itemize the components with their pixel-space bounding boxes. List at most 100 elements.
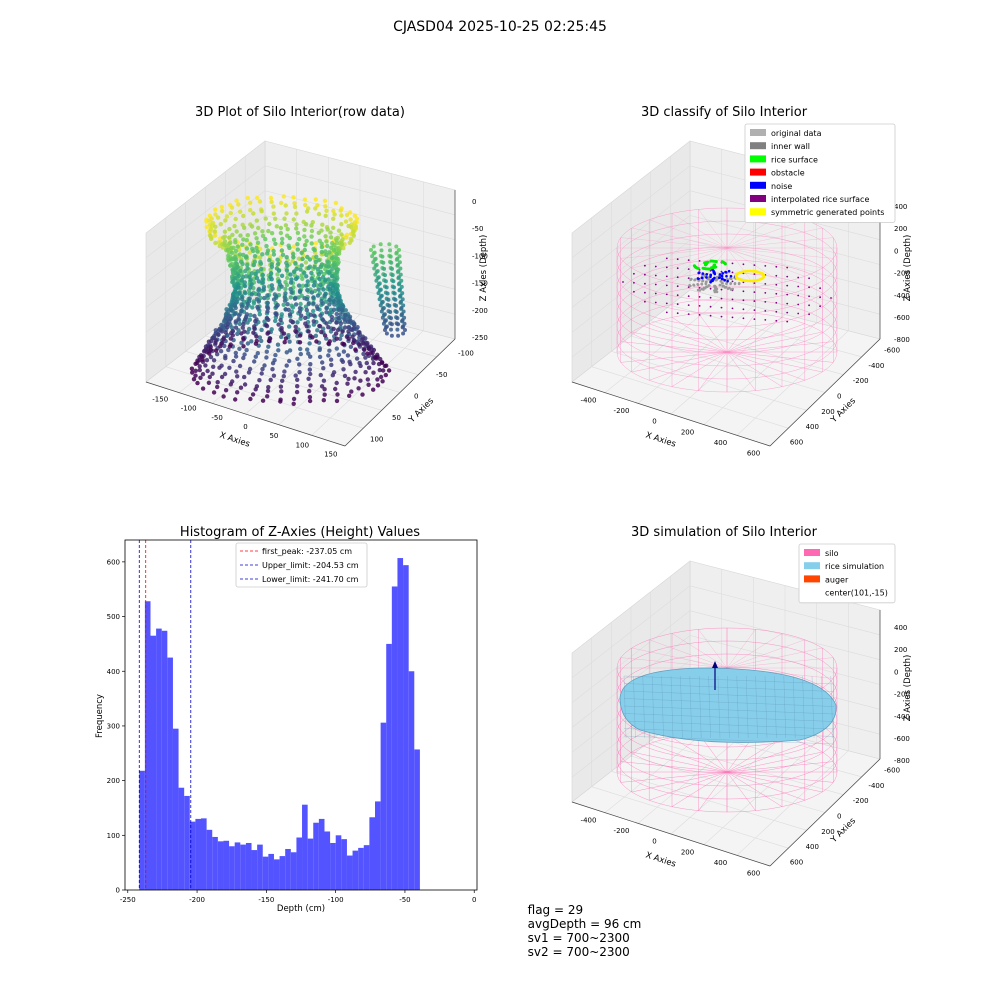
raw-data-point	[244, 238, 249, 243]
raw-data-point	[326, 264, 332, 269]
raw-data-x-tick: -100	[181, 405, 197, 413]
raw-data-point	[329, 362, 334, 368]
raw-data-point	[400, 318, 405, 323]
histogram-bar	[363, 845, 370, 890]
raw-data-point	[281, 374, 286, 379]
raw-data-point	[335, 392, 340, 397]
raw-data-point	[353, 369, 358, 375]
raw-data-point	[331, 326, 336, 332]
raw-data-point	[304, 307, 309, 313]
classify-inner-wall-point	[729, 288, 733, 291]
raw-data-point	[266, 228, 271, 234]
raw-data-point	[248, 396, 253, 402]
raw-data-point	[317, 324, 323, 329]
classify-silo-floor-spoke	[671, 317, 728, 353]
classify-inner-wall-point	[701, 279, 705, 283]
simulation-legend-frame	[798, 543, 896, 604]
simulation-silo-floor-spoke	[726, 737, 783, 773]
raw-data-point	[331, 307, 337, 312]
raw-data-point	[343, 219, 349, 224]
raw-data-point	[397, 281, 402, 286]
raw-data-point	[342, 373, 348, 379]
raw-data-point	[235, 331, 240, 337]
raw-data-point	[379, 360, 385, 365]
classify-silo-floor-spoke	[620, 341, 728, 353]
raw-data-point	[303, 315, 308, 321]
raw-data-point	[327, 287, 333, 292]
raw-data-point	[317, 276, 322, 282]
classify-noise-point	[726, 279, 729, 283]
raw-data-point	[260, 366, 265, 372]
classify-inner-wall-point	[690, 277, 693, 281]
classify-silo-top-spoke	[726, 227, 823, 249]
classify-symmetric-point	[746, 269, 750, 273]
raw-data-point	[385, 291, 390, 296]
raw-data-point	[297, 289, 303, 295]
raw-data-point	[296, 295, 301, 300]
raw-data-point	[384, 285, 389, 290]
raw-data-point	[304, 283, 309, 288]
classify-inner-wall-point	[688, 284, 691, 287]
raw-data-point	[264, 349, 269, 354]
raw-data-point	[193, 373, 198, 378]
classify-legend-swatch	[750, 142, 766, 150]
raw-data-point	[255, 249, 260, 254]
raw-data-point	[399, 306, 404, 310]
raw-data-point	[371, 260, 376, 265]
raw-data-point	[274, 304, 279, 309]
raw-data-point	[378, 356, 383, 362]
classify-silo-top-spoke	[649, 219, 728, 249]
histogram-legend: first_peak: -237.05 cm Upper_limit: -204.…	[235, 542, 368, 588]
raw-data-x-tick: 100	[296, 441, 309, 449]
raw-data-point	[295, 230, 301, 236]
classify-legend-frame	[744, 123, 896, 223]
raw-data-point	[248, 312, 253, 318]
classify-interpolated-point	[644, 291, 646, 294]
raw-data-point	[291, 195, 296, 200]
simulation-x-tick: 400	[714, 859, 727, 867]
raw-data-point	[282, 295, 287, 300]
status-avg-depth: avgDepth = 96 cm	[527, 917, 642, 931]
raw-data-point	[244, 347, 249, 353]
axis-gridline	[571, 190, 881, 283]
raw-data-point	[299, 313, 304, 318]
raw-data-point	[213, 340, 218, 345]
raw-data-point	[395, 256, 400, 261]
raw-data-point	[319, 329, 324, 335]
raw-data-point	[284, 211, 289, 216]
raw-data-point	[304, 209, 310, 214]
axis-gridline	[670, 305, 862, 358]
raw-data-point	[397, 248, 401, 252]
raw-data-point	[287, 235, 292, 241]
panel-classify-3d: 3D classify of Silo Interior -400-200020…	[571, 105, 913, 458]
raw-data-point	[288, 295, 293, 300]
raw-data-point	[302, 234, 307, 239]
raw-data-point	[289, 290, 294, 295]
raw-data-point	[311, 319, 316, 324]
simulation-rice-mesh	[746, 675, 749, 739]
raw-data-point	[284, 350, 289, 355]
histogram-bar	[189, 821, 196, 890]
classify-interpolated-point	[753, 273, 756, 275]
simulation-legend-label: rice simulation	[825, 562, 884, 571]
raw-data-point	[193, 368, 198, 373]
raw-data-point	[320, 275, 326, 280]
raw-data-point	[253, 271, 258, 277]
raw-data-point	[307, 398, 313, 404]
classify-interpolated-point	[808, 295, 810, 298]
simulation-silo-floor-spoke	[726, 771, 823, 793]
histogram-y-tick-label: 0	[116, 887, 120, 895]
raw-data-point	[336, 299, 341, 304]
raw-data-point	[322, 293, 327, 298]
raw-data-point	[344, 212, 350, 218]
raw-data-point	[259, 266, 264, 272]
raw-data-point	[287, 348, 293, 353]
raw-data-point	[260, 272, 265, 278]
simulation-legend: silo rice simulation auger center(101,-15)	[798, 543, 896, 604]
raw-data-point	[306, 329, 311, 334]
classify-interpolated-point	[622, 281, 624, 283]
classify-x-tick: -200	[614, 407, 630, 415]
raw-data-x-tick: 150	[324, 450, 337, 458]
raw-data-point	[283, 291, 288, 296]
raw-data-point	[334, 255, 339, 261]
